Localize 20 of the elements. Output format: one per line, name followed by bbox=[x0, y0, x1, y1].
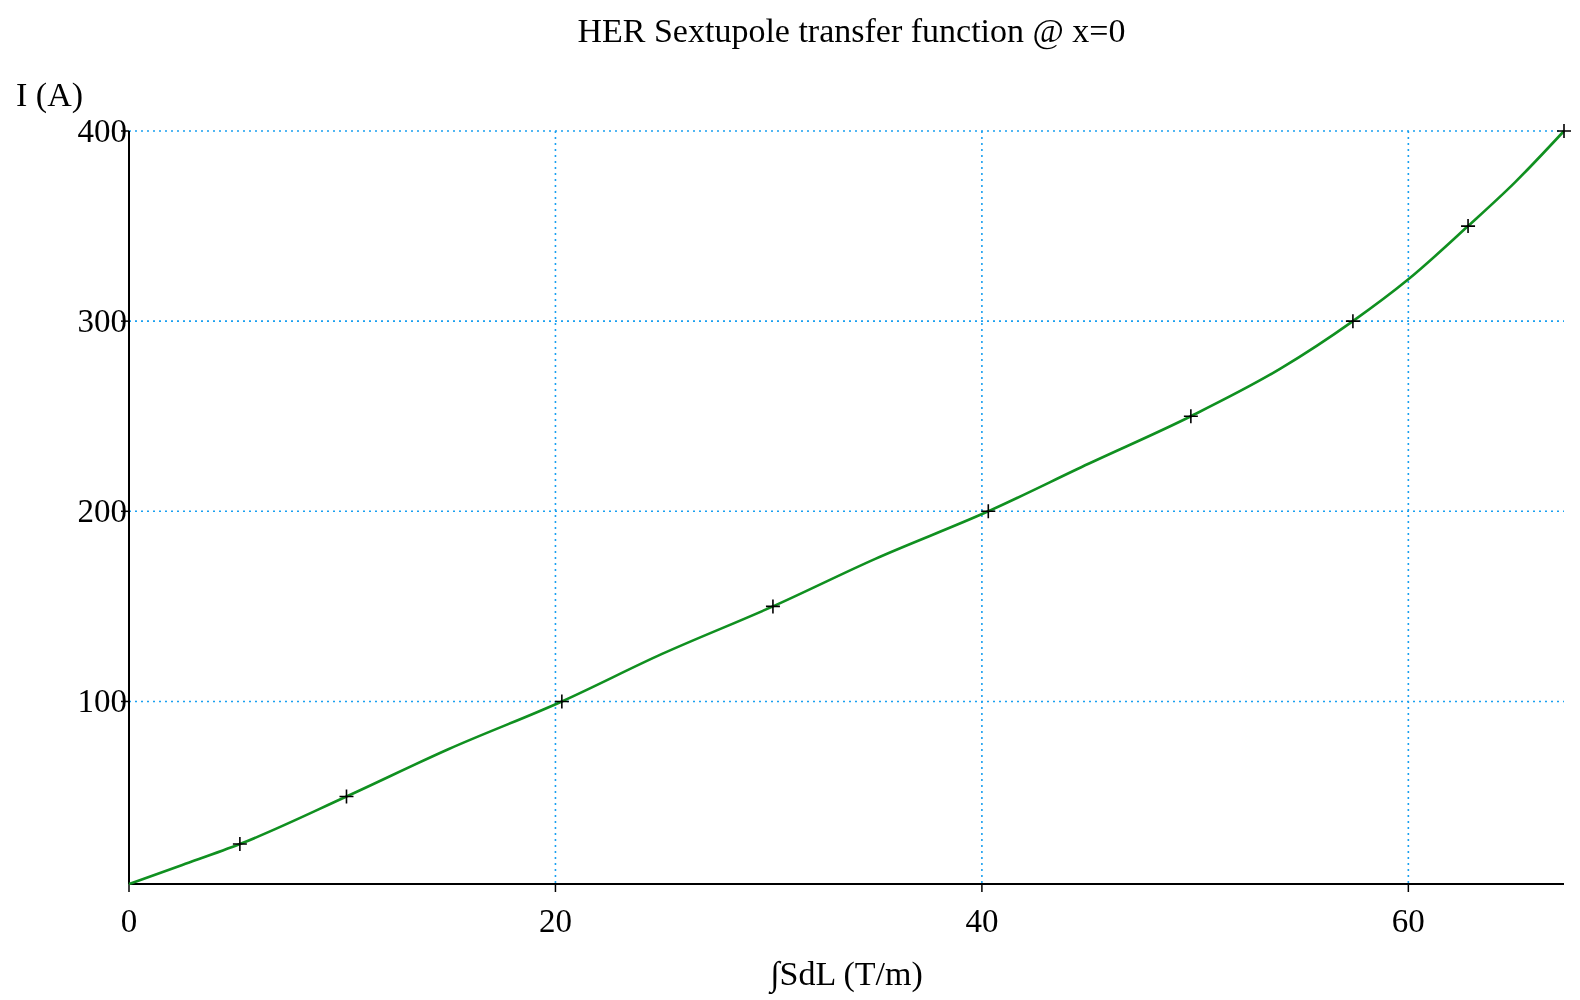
x-tick-label: 40 bbox=[965, 903, 999, 939]
x-axis-title: ∫SdL (T/m) bbox=[768, 955, 923, 995]
point bbox=[1460, 218, 1476, 234]
y-tick-label: 300 bbox=[77, 303, 127, 340]
y-tick-label: 400 bbox=[77, 113, 127, 149]
point bbox=[765, 598, 781, 615]
point bbox=[338, 788, 355, 805]
point bbox=[1345, 313, 1361, 329]
point bbox=[1556, 123, 1572, 139]
chart-title: HER Sextupole transfer function @ x=0 bbox=[577, 12, 1126, 50]
y-tick-label: 200 bbox=[77, 493, 127, 530]
point bbox=[232, 836, 248, 852]
x-tick-label: 0 bbox=[120, 903, 138, 939]
point bbox=[1183, 408, 1199, 425]
point bbox=[980, 503, 997, 520]
x-tick-label: 60 bbox=[1391, 903, 1425, 939]
y-tick-label: 100 bbox=[77, 683, 127, 720]
x-tick-label: 20 bbox=[538, 903, 572, 939]
y-axis-title: I (A) bbox=[16, 76, 84, 114]
point bbox=[554, 693, 570, 710]
